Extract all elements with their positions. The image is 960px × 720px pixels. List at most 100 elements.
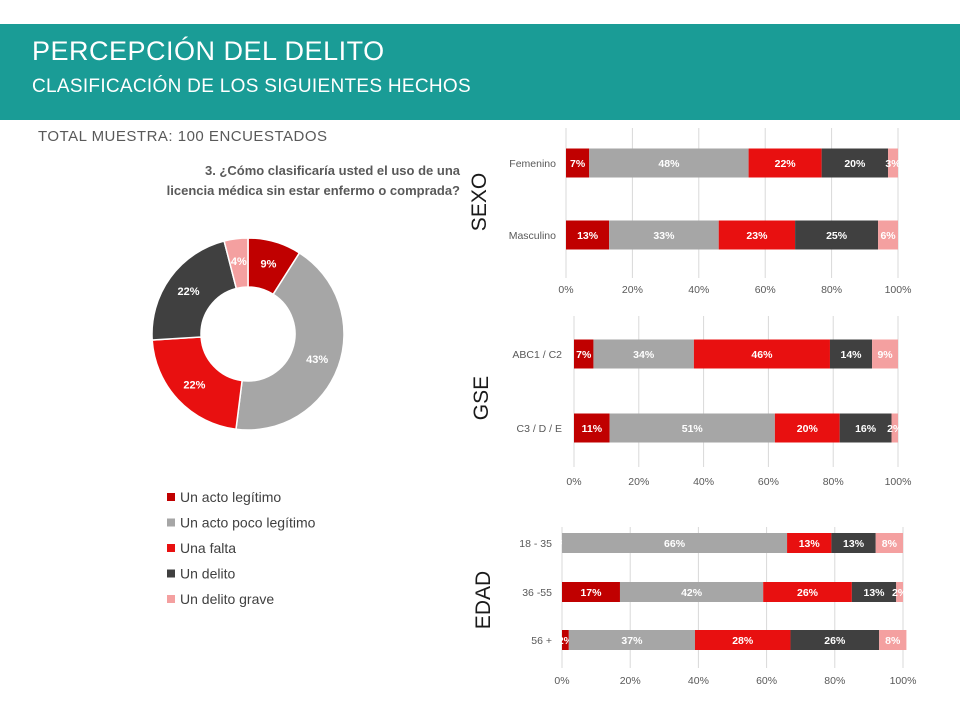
category-label: 56 + xyxy=(531,635,552,647)
bar-data-label: 7% xyxy=(570,158,586,170)
bar-segment xyxy=(872,339,898,369)
x-tick-label: 40% xyxy=(688,284,709,296)
x-tick-label: 80% xyxy=(821,284,842,296)
x-tick-label: 20% xyxy=(628,476,649,488)
bar-data-label: 7% xyxy=(576,349,592,361)
donut-data-label: 22% xyxy=(183,379,205,391)
bar-data-label: 33% xyxy=(653,230,675,242)
bar-segment xyxy=(831,533,876,553)
bar-data-label: 2% xyxy=(892,587,908,599)
bar-data-label: 11% xyxy=(582,423,603,435)
bar-segment xyxy=(566,148,590,178)
bar-data-label: 51% xyxy=(682,423,704,435)
donut-slice xyxy=(223,237,249,290)
category-label: C3 / D / E xyxy=(516,423,562,435)
donut-slice xyxy=(235,251,345,431)
bar-data-label: 8% xyxy=(882,538,898,550)
donut-data-label: 22% xyxy=(178,286,200,298)
x-tick-label: 0% xyxy=(566,476,581,488)
bar-data-label: 22% xyxy=(775,158,797,170)
x-tick-label: 0% xyxy=(558,284,573,296)
question-line-2: licencia médica sin estar enfermo o comp… xyxy=(166,183,460,198)
bar-chart-sexo: 0% 20% 40% 60% 80% 100% SEXO Femenino 7% 48% 22% 20… xyxy=(468,128,911,296)
bar-data-label: 34% xyxy=(633,349,655,361)
bar-segment xyxy=(609,220,719,250)
bar-data-label: 20% xyxy=(844,158,866,170)
bar-data-label: 6% xyxy=(880,230,896,242)
bar-segment xyxy=(562,533,788,553)
bar-data-label: 26% xyxy=(824,635,846,647)
x-tick-label: 80% xyxy=(824,675,845,687)
group-label: EDAD xyxy=(472,571,495,629)
x-tick-label: 60% xyxy=(756,675,777,687)
bar-data-label: 48% xyxy=(658,158,680,170)
legend-entry: Un delito xyxy=(180,566,235,582)
sample-label: TOTAL MUESTRA: 100 ENCUESTADOS xyxy=(38,128,328,145)
bar-data-label: 23% xyxy=(746,230,768,242)
bar-data-label: 26% xyxy=(797,587,819,599)
question-text: 3. ¿Cómo clasificaría usted el uso de un… xyxy=(60,161,460,201)
bar-segment xyxy=(763,582,852,602)
bar-segment xyxy=(878,220,898,250)
donut-chart: 9% 43% 22% 22% 4% xyxy=(151,237,345,431)
bar-segment xyxy=(574,339,594,369)
bar-data-label: 17% xyxy=(580,587,602,599)
category-label: Masculino xyxy=(509,230,556,242)
bar-data-label: 42% xyxy=(681,587,703,599)
bar-data-label: 9% xyxy=(877,349,893,361)
bar-segment xyxy=(589,148,749,178)
legend-swatch xyxy=(167,595,175,603)
bar-segment xyxy=(718,220,796,250)
bar-segment xyxy=(888,148,898,178)
legend-entry: Un delito grave xyxy=(180,591,274,607)
x-tick-label: 40% xyxy=(688,675,709,687)
bar-data-label: 37% xyxy=(621,635,643,647)
bar-data-label: 16% xyxy=(855,423,877,435)
bar-segment xyxy=(693,339,830,369)
x-tick-label: 20% xyxy=(622,284,643,296)
bar-segment xyxy=(790,630,880,650)
x-tick-label: 100% xyxy=(885,284,912,296)
legend-entry: Una falta xyxy=(180,540,236,556)
legend-swatch xyxy=(167,518,175,527)
category-label: 18 - 35 xyxy=(519,538,552,550)
bar-segment xyxy=(896,582,903,602)
bar-data-label: 13% xyxy=(577,230,599,242)
bar-segment xyxy=(795,220,879,250)
question-line-1: 3. ¿Cómo clasificaría usted el uso de un… xyxy=(204,163,460,178)
bar-segment xyxy=(568,630,695,650)
bar-segment xyxy=(851,582,897,602)
x-tick-label: 0% xyxy=(554,675,569,687)
bar-data-label: 8% xyxy=(885,635,901,647)
bar-segment xyxy=(562,582,620,602)
bar-segment xyxy=(879,630,907,650)
category-label: 36 -55 xyxy=(522,587,552,599)
bar-segment xyxy=(562,630,569,650)
legend-swatch xyxy=(167,569,175,578)
bar-data-label: 25% xyxy=(826,230,848,242)
donut-data-label: 4% xyxy=(231,256,247,268)
bar-segment xyxy=(619,582,764,602)
x-tick-label: 40% xyxy=(693,476,714,488)
bar-segment xyxy=(694,630,791,650)
bar-segment xyxy=(593,339,694,369)
legend: Un acto legítimo Un acto poco legítimo Una… xyxy=(167,489,316,607)
x-tick-label: 60% xyxy=(758,476,779,488)
x-tick-label: 100% xyxy=(885,476,912,488)
bar-segment xyxy=(787,533,832,553)
category-label: ABC1 / C2 xyxy=(512,349,562,361)
x-tick-label: 100% xyxy=(890,675,917,687)
legend-swatch xyxy=(167,493,175,501)
group-label: SEXO xyxy=(468,173,491,231)
bar-segment xyxy=(748,148,822,178)
legend-entry: Un acto poco legítimo xyxy=(180,515,316,531)
x-tick-label: 80% xyxy=(823,476,844,488)
x-tick-label: 60% xyxy=(755,284,776,296)
bar-data-label: 3% xyxy=(885,158,901,170)
bar-data-label: 13% xyxy=(799,538,821,550)
category-label: Femenino xyxy=(509,158,556,170)
legend-entry: Un acto legítimo xyxy=(180,489,281,505)
bar-segment xyxy=(574,413,610,443)
